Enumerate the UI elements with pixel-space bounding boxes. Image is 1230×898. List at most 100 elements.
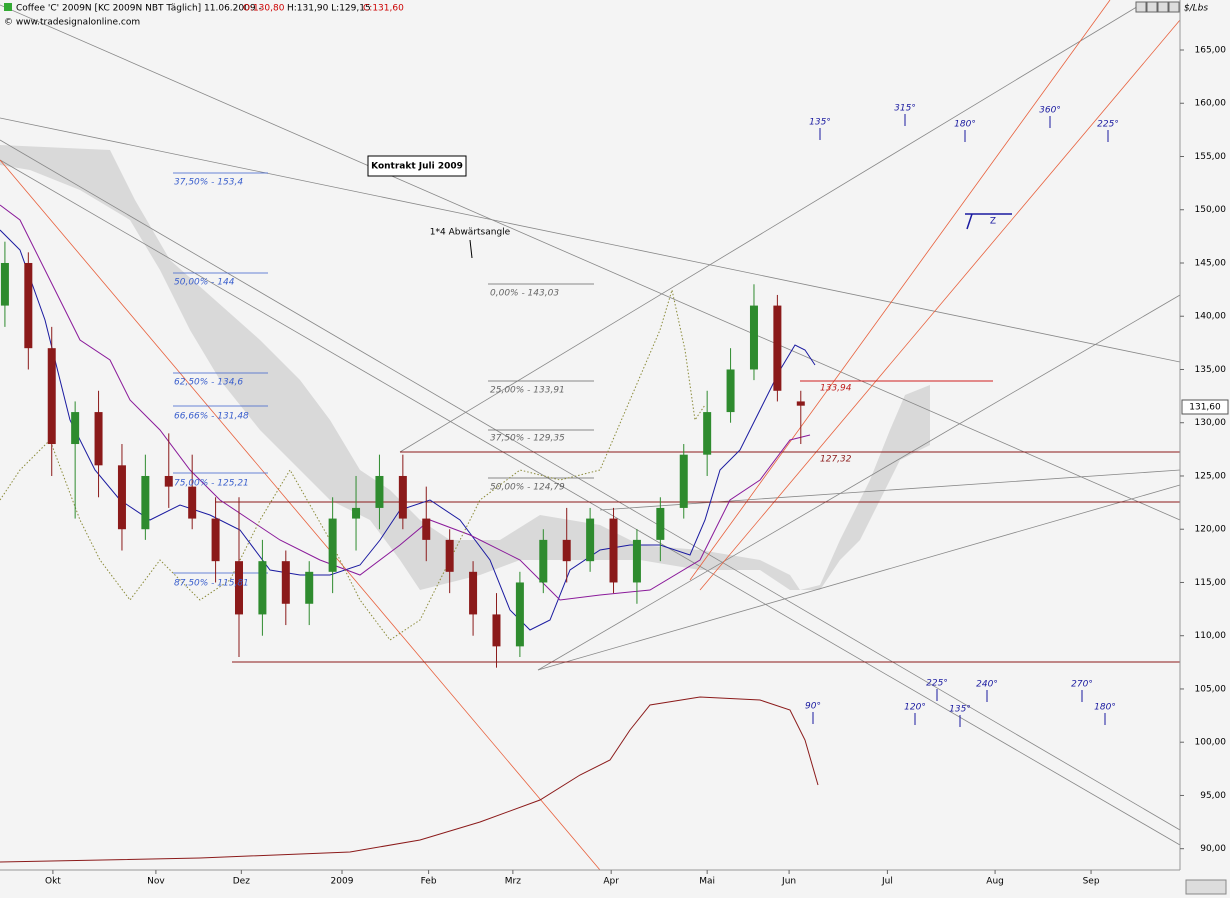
annotation: 135° <box>809 118 831 128</box>
annotation: 62,50% - 134,6 <box>174 378 243 388</box>
gann-line <box>689 0 1111 581</box>
candle-body <box>469 571 478 615</box>
candle-body <box>164 475 173 487</box>
gann-line <box>0 159 601 871</box>
x-tick-label: Dez <box>233 877 250 887</box>
candle-body <box>586 518 595 562</box>
open: O:130,80 <box>243 4 285 14</box>
annotation: 315° <box>894 104 916 114</box>
candle-body <box>656 507 665 540</box>
annotation: 1*4 Abwärtsangle <box>430 228 511 238</box>
y-tick-label: 140,00 <box>1195 312 1227 322</box>
candle-body <box>492 614 501 647</box>
candle-body <box>445 539 454 572</box>
candle-body <box>726 369 735 413</box>
button-restore[interactable] <box>1157 1 1169 13</box>
button-next[interactable] <box>1146 1 1158 13</box>
x-tick-label: Jun <box>781 877 796 887</box>
lagging-span <box>0 289 706 641</box>
y-tick-label: 110,00 <box>1195 631 1227 641</box>
annotation: 66,66% - 131,48 <box>174 412 249 422</box>
candle-body <box>539 539 548 583</box>
candle-body <box>375 475 384 508</box>
candle-body <box>422 518 431 540</box>
annotation: 270° <box>1071 680 1093 690</box>
toolbar[interactable] <box>1135 1 1180 13</box>
candle-body <box>796 401 805 406</box>
instrument: Coffee 'C' 2009N [KC 2009N NBT Täglich] … <box>16 4 262 14</box>
y-tick-label: 100,00 <box>1195 738 1227 748</box>
candle-body <box>609 518 618 583</box>
annotation: 127,32 <box>820 455 852 465</box>
candle-body <box>679 454 688 508</box>
annotation: 75,00% - 125,21 <box>174 479 249 489</box>
y-tick-label: 160,00 <box>1195 99 1227 109</box>
annotation: 225° <box>1097 120 1119 130</box>
candle-body <box>0 262 9 306</box>
y-tick-label: 145,00 <box>1195 258 1227 268</box>
candle-body <box>281 561 290 604</box>
trend-line <box>599 469 1181 511</box>
moving-average <box>0 204 811 601</box>
button-close[interactable] <box>1168 1 1180 13</box>
candle-body <box>47 348 56 445</box>
annotation: 37,50% - 129,35 <box>490 434 565 444</box>
y-tick-label: 165,00 <box>1195 46 1227 56</box>
annotation: 180° <box>954 120 976 130</box>
candle-body <box>258 561 267 615</box>
candle-body <box>305 571 314 604</box>
high-low: H:131,90 L:129,15 <box>287 4 371 14</box>
trend-line <box>537 484 1181 671</box>
candle-body <box>117 465 126 530</box>
scroll-control[interactable] <box>1185 879 1227 895</box>
fib-lines <box>173 172 268 574</box>
candle-body <box>398 475 407 519</box>
candle-body <box>515 582 524 647</box>
x-tick-label: Mrz <box>505 877 521 887</box>
candle-body <box>773 305 782 391</box>
annotation: 25,00% - 133,91 <box>490 386 565 396</box>
fib-lines <box>488 283 594 479</box>
annotation-box <box>367 155 467 177</box>
y-tick-label: 150,00 <box>1195 205 1227 215</box>
annotation: 120° <box>904 703 926 713</box>
candle-body <box>211 518 220 562</box>
y-tick-label: 105,00 <box>1195 684 1227 694</box>
y-tick-label: 125,00 <box>1195 471 1227 481</box>
y-tick-label: 130,00 <box>1195 418 1227 428</box>
candle-body <box>188 486 197 519</box>
icon <box>4 3 12 11</box>
last-price-box <box>1181 399 1229 415</box>
annotation: 90° <box>805 702 821 712</box>
candle-body <box>703 412 712 455</box>
candle-body <box>328 518 337 572</box>
annotation: Z <box>990 217 996 227</box>
annotation-arrow <box>469 239 473 259</box>
candle-body <box>141 475 150 530</box>
x-tick-label: Feb <box>421 877 437 887</box>
x-tick-label: Okt <box>45 877 61 887</box>
moving-average <box>0 229 816 631</box>
x-tick-label: Apr <box>603 877 619 887</box>
x-tick-label: Aug <box>986 877 1004 887</box>
x-tick-label: Jul <box>881 877 893 887</box>
annotation: 87,50% - 115,81 <box>174 579 249 589</box>
candle-body <box>562 539 571 562</box>
x-tick-label: Nov <box>147 877 165 887</box>
copyright: © www.tradesignalonline.com <box>4 18 140 28</box>
candle-body <box>352 507 361 519</box>
annotation: 180° <box>1094 703 1116 713</box>
button-prev[interactable] <box>1135 1 1147 13</box>
y-tick-label: 135,00 <box>1195 365 1227 375</box>
unit-label: $/Lbs <box>1184 4 1208 14</box>
annotation: 133,94 <box>820 384 852 394</box>
trend-line <box>0 117 1181 363</box>
candle-body <box>94 412 103 466</box>
gann-line <box>699 19 1181 591</box>
trend-line <box>0 139 1181 831</box>
annotation: 240° <box>976 680 998 690</box>
last-price-label: 131,60 <box>1189 403 1221 413</box>
x-tick-label: Mai <box>699 877 715 887</box>
